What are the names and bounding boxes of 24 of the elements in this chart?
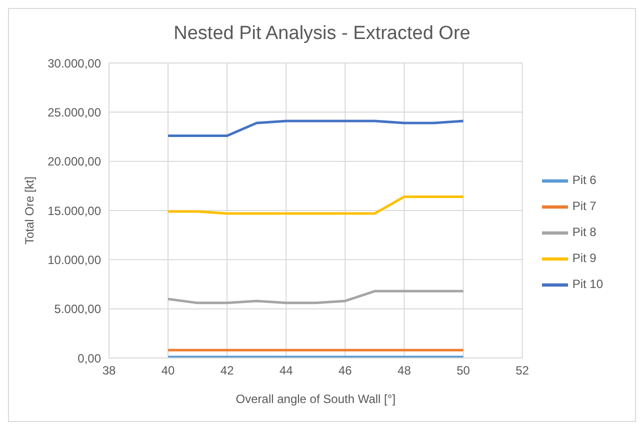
y-tick-label: 0,00 xyxy=(78,351,102,366)
y-tick-label: 10.000,00 xyxy=(48,252,102,267)
x-tick-label: 48 xyxy=(398,364,412,378)
x-tick-label: 44 xyxy=(279,364,294,378)
legend-label: Pit 9 xyxy=(572,251,596,266)
x-tick-label: 50 xyxy=(456,364,470,378)
y-axis-title: Total Ore [kt] xyxy=(22,176,36,245)
x-tick-label: 52 xyxy=(516,364,530,378)
legend-label: Pit 6 xyxy=(572,173,596,188)
x-tick-label: 40 xyxy=(161,364,176,378)
x-tick-label: 38 xyxy=(102,364,116,378)
x-tick-label: 46 xyxy=(338,364,352,378)
y-tick-label: 25.000,00 xyxy=(48,105,102,120)
y-tick-label: 20.000,00 xyxy=(48,154,102,169)
chart-title: Nested Pit Analysis - Extracted Ore xyxy=(172,22,472,46)
y-tick-label: 15.000,00 xyxy=(48,204,102,218)
x-axis-title: Overall angle of South Wall [°] xyxy=(236,392,396,406)
legend-label: Pit 8 xyxy=(572,225,596,240)
legend-label: Pit 10 xyxy=(572,277,603,292)
y-tick-label: 5.000,00 xyxy=(54,302,102,316)
x-tick-label: 42 xyxy=(220,364,234,378)
y-tick-label: 30.000,00 xyxy=(48,56,102,70)
line-series xyxy=(166,290,465,304)
legend-label: Pit 7 xyxy=(572,199,596,214)
